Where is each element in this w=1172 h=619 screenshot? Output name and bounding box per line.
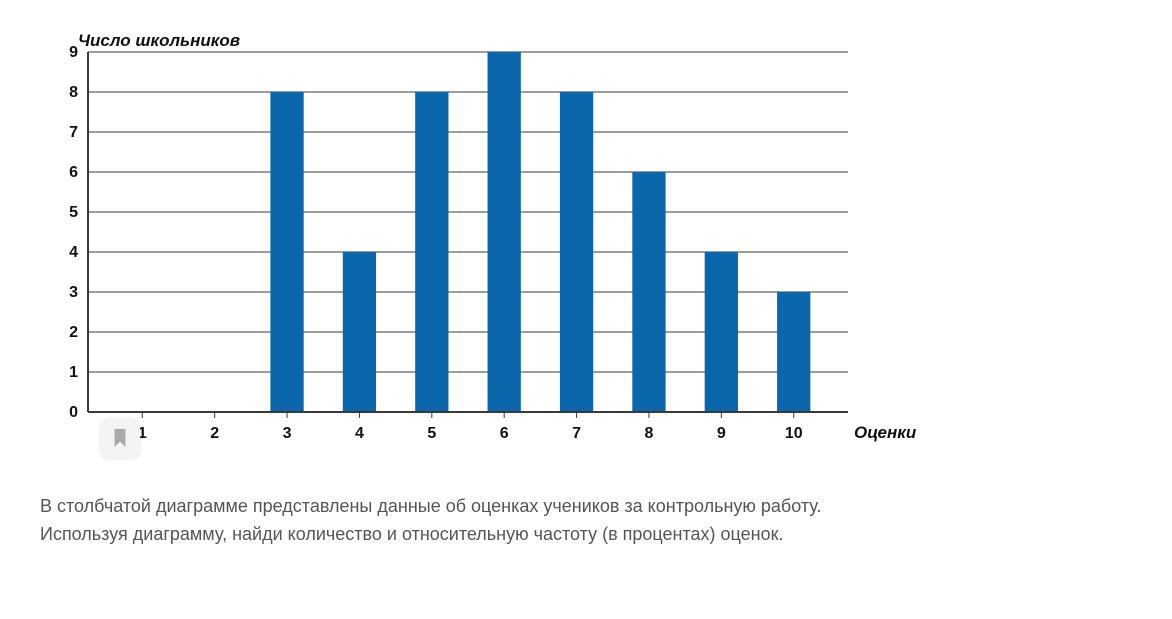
y-tick-label: 1: [69, 364, 78, 381]
y-tick-label: 8: [69, 84, 78, 101]
bar-chart: Число школьников012345678912345678910Оце…: [40, 30, 940, 460]
y-tick-label: 5: [69, 204, 78, 221]
x-tick-label: 6: [500, 425, 509, 442]
x-tick-label: 5: [427, 425, 436, 442]
y-tick-label: 7: [69, 124, 78, 141]
y-tick-label: 6: [69, 164, 78, 181]
bar: [415, 92, 448, 412]
x-tick-label: 8: [644, 425, 653, 442]
x-tick-label: 9: [717, 425, 726, 442]
x-axis-title: Оценки: [854, 423, 917, 442]
bar: [632, 172, 665, 412]
chart-container: Число школьников012345678912345678910Оце…: [40, 30, 940, 465]
x-tick-label: 3: [283, 425, 292, 442]
x-tick-label: 2: [210, 425, 219, 442]
bar: [488, 52, 521, 412]
description-line: В столбчатой диаграмме представлены данн…: [40, 496, 822, 516]
x-tick-label: 10: [785, 425, 803, 442]
bar: [705, 252, 738, 412]
bar: [343, 252, 376, 412]
y-tick-label: 0: [69, 404, 78, 421]
description-line: Используя диаграмму, найди количество и …: [40, 524, 783, 544]
task-description: В столбчатой диаграмме представлены данн…: [40, 493, 1090, 549]
y-tick-label: 9: [69, 44, 78, 61]
bar: [270, 92, 303, 412]
bar: [777, 292, 810, 412]
y-axis-title: Число школьников: [78, 31, 240, 50]
y-tick-label: 3: [69, 284, 78, 301]
bookmark-button[interactable]: [100, 418, 140, 458]
bookmark-icon: [111, 428, 129, 448]
y-tick-label: 2: [69, 324, 78, 341]
x-tick-label: 4: [355, 425, 364, 442]
y-tick-label: 4: [69, 244, 78, 261]
bar: [560, 92, 593, 412]
x-tick-label: 7: [572, 425, 581, 442]
